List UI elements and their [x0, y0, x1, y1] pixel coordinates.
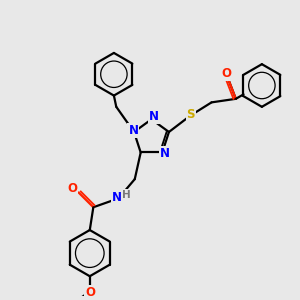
Text: O: O [85, 286, 95, 299]
Text: N: N [160, 148, 170, 160]
Text: O: O [221, 67, 231, 80]
Text: S: S [187, 108, 195, 121]
Text: O: O [67, 182, 77, 194]
Text: H: H [122, 190, 131, 200]
Text: N: N [128, 124, 138, 137]
Text: N: N [112, 191, 122, 204]
Text: N: N [149, 110, 159, 123]
